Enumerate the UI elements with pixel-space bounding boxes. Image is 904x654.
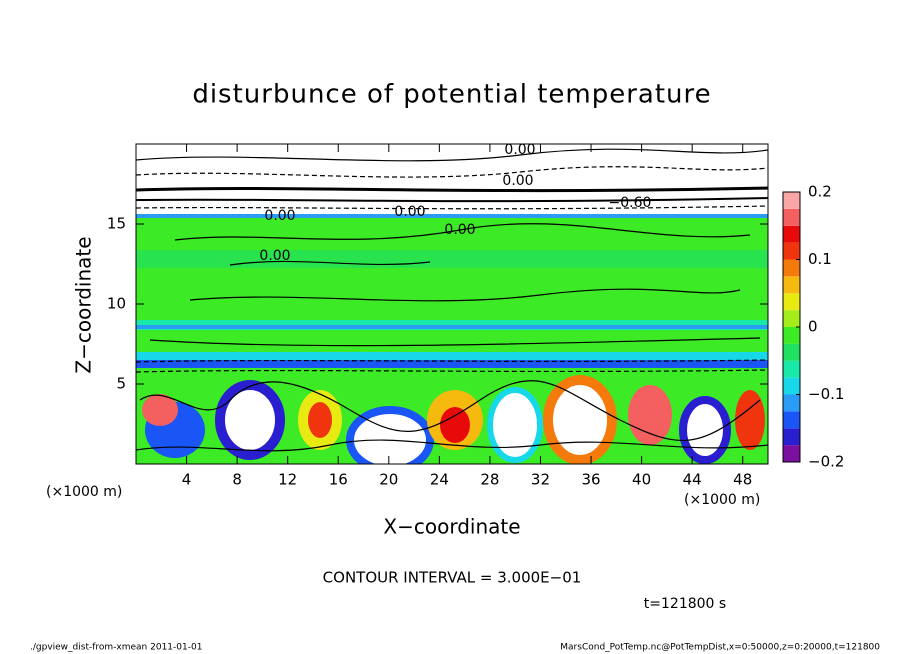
- contour-label: 0.00: [394, 204, 425, 220]
- x-tick-label: 32: [531, 471, 550, 489]
- colorbar-segment: [783, 208, 800, 226]
- contour-label: 0.00: [259, 248, 290, 264]
- footer-right: MarsCond_PotTemp.nc@PotTempDist,x=0:5000…: [560, 643, 880, 653]
- x-axis-label: X−coordinate: [383, 515, 520, 539]
- colorbar-segment: [783, 377, 800, 395]
- time-label: t=121800 s: [644, 596, 726, 612]
- colorbar-tick-label: 0: [808, 318, 818, 336]
- colorbar-tick-label: −0.1: [808, 385, 844, 403]
- colorbar-segment: [783, 225, 800, 243]
- colorbar-tick-label: 0.2: [808, 183, 832, 201]
- y-tick-label: 10: [107, 295, 126, 313]
- colorbar-segment: [783, 242, 800, 260]
- x-tick-label: 20: [379, 471, 398, 489]
- contour-label: 0.00: [444, 222, 475, 238]
- y-axis-label: Z−coordinate: [72, 236, 96, 373]
- colorbar-segment: [783, 276, 800, 294]
- contour-lines: [136, 148, 768, 452]
- colorbar-segment: [783, 327, 800, 344]
- x-tick-label: 36: [581, 471, 600, 489]
- x-tick-label: 12: [278, 471, 297, 489]
- field: [136, 144, 768, 464]
- contour-label: 0.00: [504, 142, 535, 158]
- x-tick-label: 48: [733, 471, 752, 489]
- x-tick-label: 4: [182, 471, 192, 489]
- y-tick-label: 5: [116, 375, 126, 393]
- x-tick-label: 40: [632, 471, 651, 489]
- colorbar-segment: [783, 192, 800, 209]
- contour-label: −0.60: [609, 195, 652, 211]
- colorbar-tick-label: 0.1: [808, 250, 832, 268]
- colorbar-segment: [783, 360, 800, 378]
- contour-interval: CONTOUR INTERVAL = 3.000E−01: [323, 569, 582, 587]
- colorbar-tick-label: −0.2: [808, 453, 844, 471]
- colorbar-segment: [783, 445, 800, 462]
- colorbar-segment: [783, 394, 800, 412]
- x-unit: (×1000 m): [684, 492, 760, 508]
- contour-label: 0.00: [502, 173, 533, 189]
- x-tick-label: 24: [430, 471, 449, 489]
- colorbar-segment: [783, 428, 800, 446]
- chart-title: disturbunce of potential temperature: [192, 80, 711, 110]
- bottom-eddies: [142, 375, 765, 464]
- colorbar-segment: [783, 310, 800, 327]
- x-tick-label: 16: [329, 471, 348, 489]
- colorbar-segment: [783, 343, 800, 361]
- colorbar-segment: [783, 411, 800, 429]
- x-tick-label: 8: [232, 471, 242, 489]
- footer-left: ./gpview_dist-from-xmean 2011-01-01: [30, 643, 202, 653]
- contour-label: 0.00: [264, 208, 295, 224]
- x-tick-label: 28: [480, 471, 499, 489]
- y-tick-label: 15: [107, 215, 126, 233]
- y-unit: (×1000 m): [46, 484, 122, 500]
- colorbar-segment: [783, 259, 800, 277]
- x-tick-label: 44: [683, 471, 702, 489]
- colorbar-segment: [783, 293, 800, 311]
